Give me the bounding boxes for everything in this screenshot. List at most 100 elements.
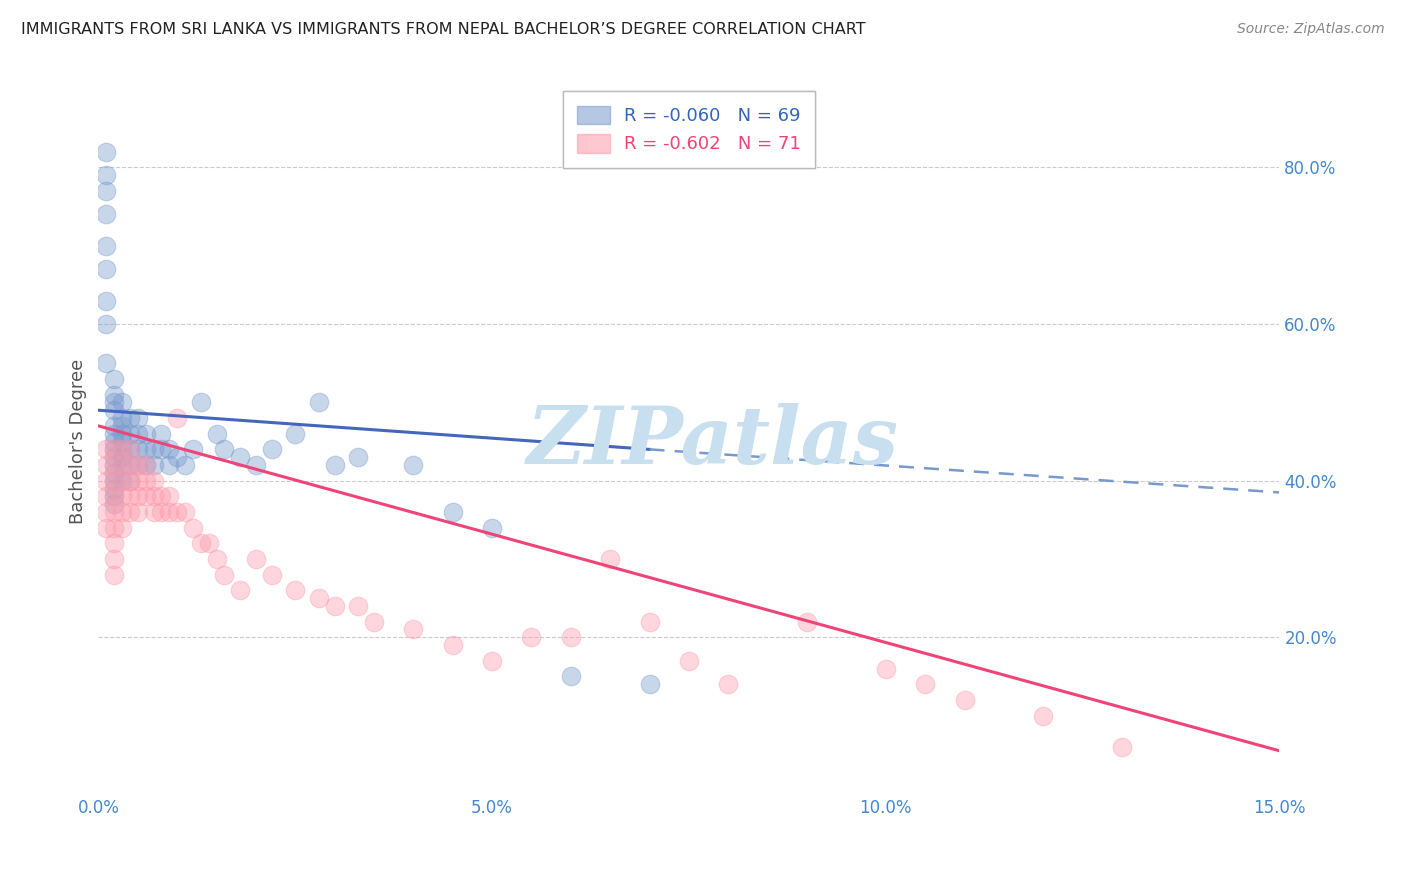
Point	[347, 450, 370, 465]
Point	[481, 654, 503, 668]
Point	[142, 505, 165, 519]
Point	[520, 630, 543, 644]
Point	[96, 458, 118, 472]
Point	[118, 426, 141, 441]
Point	[181, 521, 204, 535]
Point	[127, 442, 149, 457]
Point	[875, 662, 897, 676]
Point	[96, 442, 118, 457]
Point	[197, 536, 219, 550]
Point	[103, 536, 125, 550]
Point	[796, 615, 818, 629]
Point	[157, 458, 180, 472]
Point	[118, 505, 141, 519]
Point	[190, 536, 212, 550]
Point	[103, 450, 125, 465]
Point	[678, 654, 700, 668]
Point	[118, 474, 141, 488]
Point	[111, 474, 134, 488]
Point	[127, 489, 149, 503]
Point	[150, 426, 173, 441]
Point	[118, 458, 141, 472]
Point	[103, 489, 125, 503]
Point	[481, 521, 503, 535]
Point	[111, 474, 134, 488]
Point	[150, 442, 173, 457]
Point	[135, 489, 157, 503]
Point	[103, 403, 125, 417]
Point	[402, 623, 425, 637]
Point	[150, 489, 173, 503]
Text: IMMIGRANTS FROM SRI LANKA VS IMMIGRANTS FROM NEPAL BACHELOR’S DEGREE CORRELATION: IMMIGRANTS FROM SRI LANKA VS IMMIGRANTS …	[21, 22, 866, 37]
Point	[96, 356, 118, 370]
Point	[111, 450, 134, 465]
Point	[953, 693, 976, 707]
Point	[111, 426, 134, 441]
Point	[323, 458, 346, 472]
Point	[96, 145, 118, 159]
Point	[103, 474, 125, 488]
Point	[166, 505, 188, 519]
Point	[214, 567, 236, 582]
Point	[135, 442, 157, 457]
Point	[111, 458, 134, 472]
Point	[111, 418, 134, 433]
Text: ZIPatlas: ZIPatlas	[526, 403, 898, 480]
Point	[111, 505, 134, 519]
Point	[111, 442, 134, 457]
Point	[229, 450, 252, 465]
Point	[142, 442, 165, 457]
Point	[96, 521, 118, 535]
Point	[166, 450, 188, 465]
Point	[118, 411, 141, 425]
Point	[111, 411, 134, 425]
Point	[103, 442, 125, 457]
Point	[111, 442, 134, 457]
Point	[347, 599, 370, 613]
Point	[441, 505, 464, 519]
Point	[638, 615, 661, 629]
Point	[103, 466, 125, 480]
Point	[190, 395, 212, 409]
Point	[157, 442, 180, 457]
Point	[260, 442, 283, 457]
Point	[142, 489, 165, 503]
Point	[127, 411, 149, 425]
Point	[103, 567, 125, 582]
Point	[103, 418, 125, 433]
Point	[260, 567, 283, 582]
Point	[181, 442, 204, 457]
Point	[103, 497, 125, 511]
Point	[103, 482, 125, 496]
Point	[135, 458, 157, 472]
Point	[118, 474, 141, 488]
Point	[111, 489, 134, 503]
Point	[402, 458, 425, 472]
Point	[111, 395, 134, 409]
Point	[135, 474, 157, 488]
Point	[96, 169, 118, 183]
Point	[103, 387, 125, 401]
Point	[96, 317, 118, 331]
Point	[103, 458, 125, 472]
Point	[245, 458, 267, 472]
Point	[717, 677, 740, 691]
Text: Source: ZipAtlas.com: Source: ZipAtlas.com	[1237, 22, 1385, 37]
Point	[96, 293, 118, 308]
Point	[214, 442, 236, 457]
Point	[229, 583, 252, 598]
Point	[127, 505, 149, 519]
Point	[157, 505, 180, 519]
Y-axis label: Bachelor's Degree: Bachelor's Degree	[69, 359, 87, 524]
Point	[103, 474, 125, 488]
Point	[103, 505, 125, 519]
Point	[96, 489, 118, 503]
Point	[103, 434, 125, 449]
Point	[142, 474, 165, 488]
Point	[441, 638, 464, 652]
Point	[1032, 708, 1054, 723]
Point	[96, 207, 118, 221]
Point	[127, 474, 149, 488]
Point	[1111, 739, 1133, 754]
Point	[363, 615, 385, 629]
